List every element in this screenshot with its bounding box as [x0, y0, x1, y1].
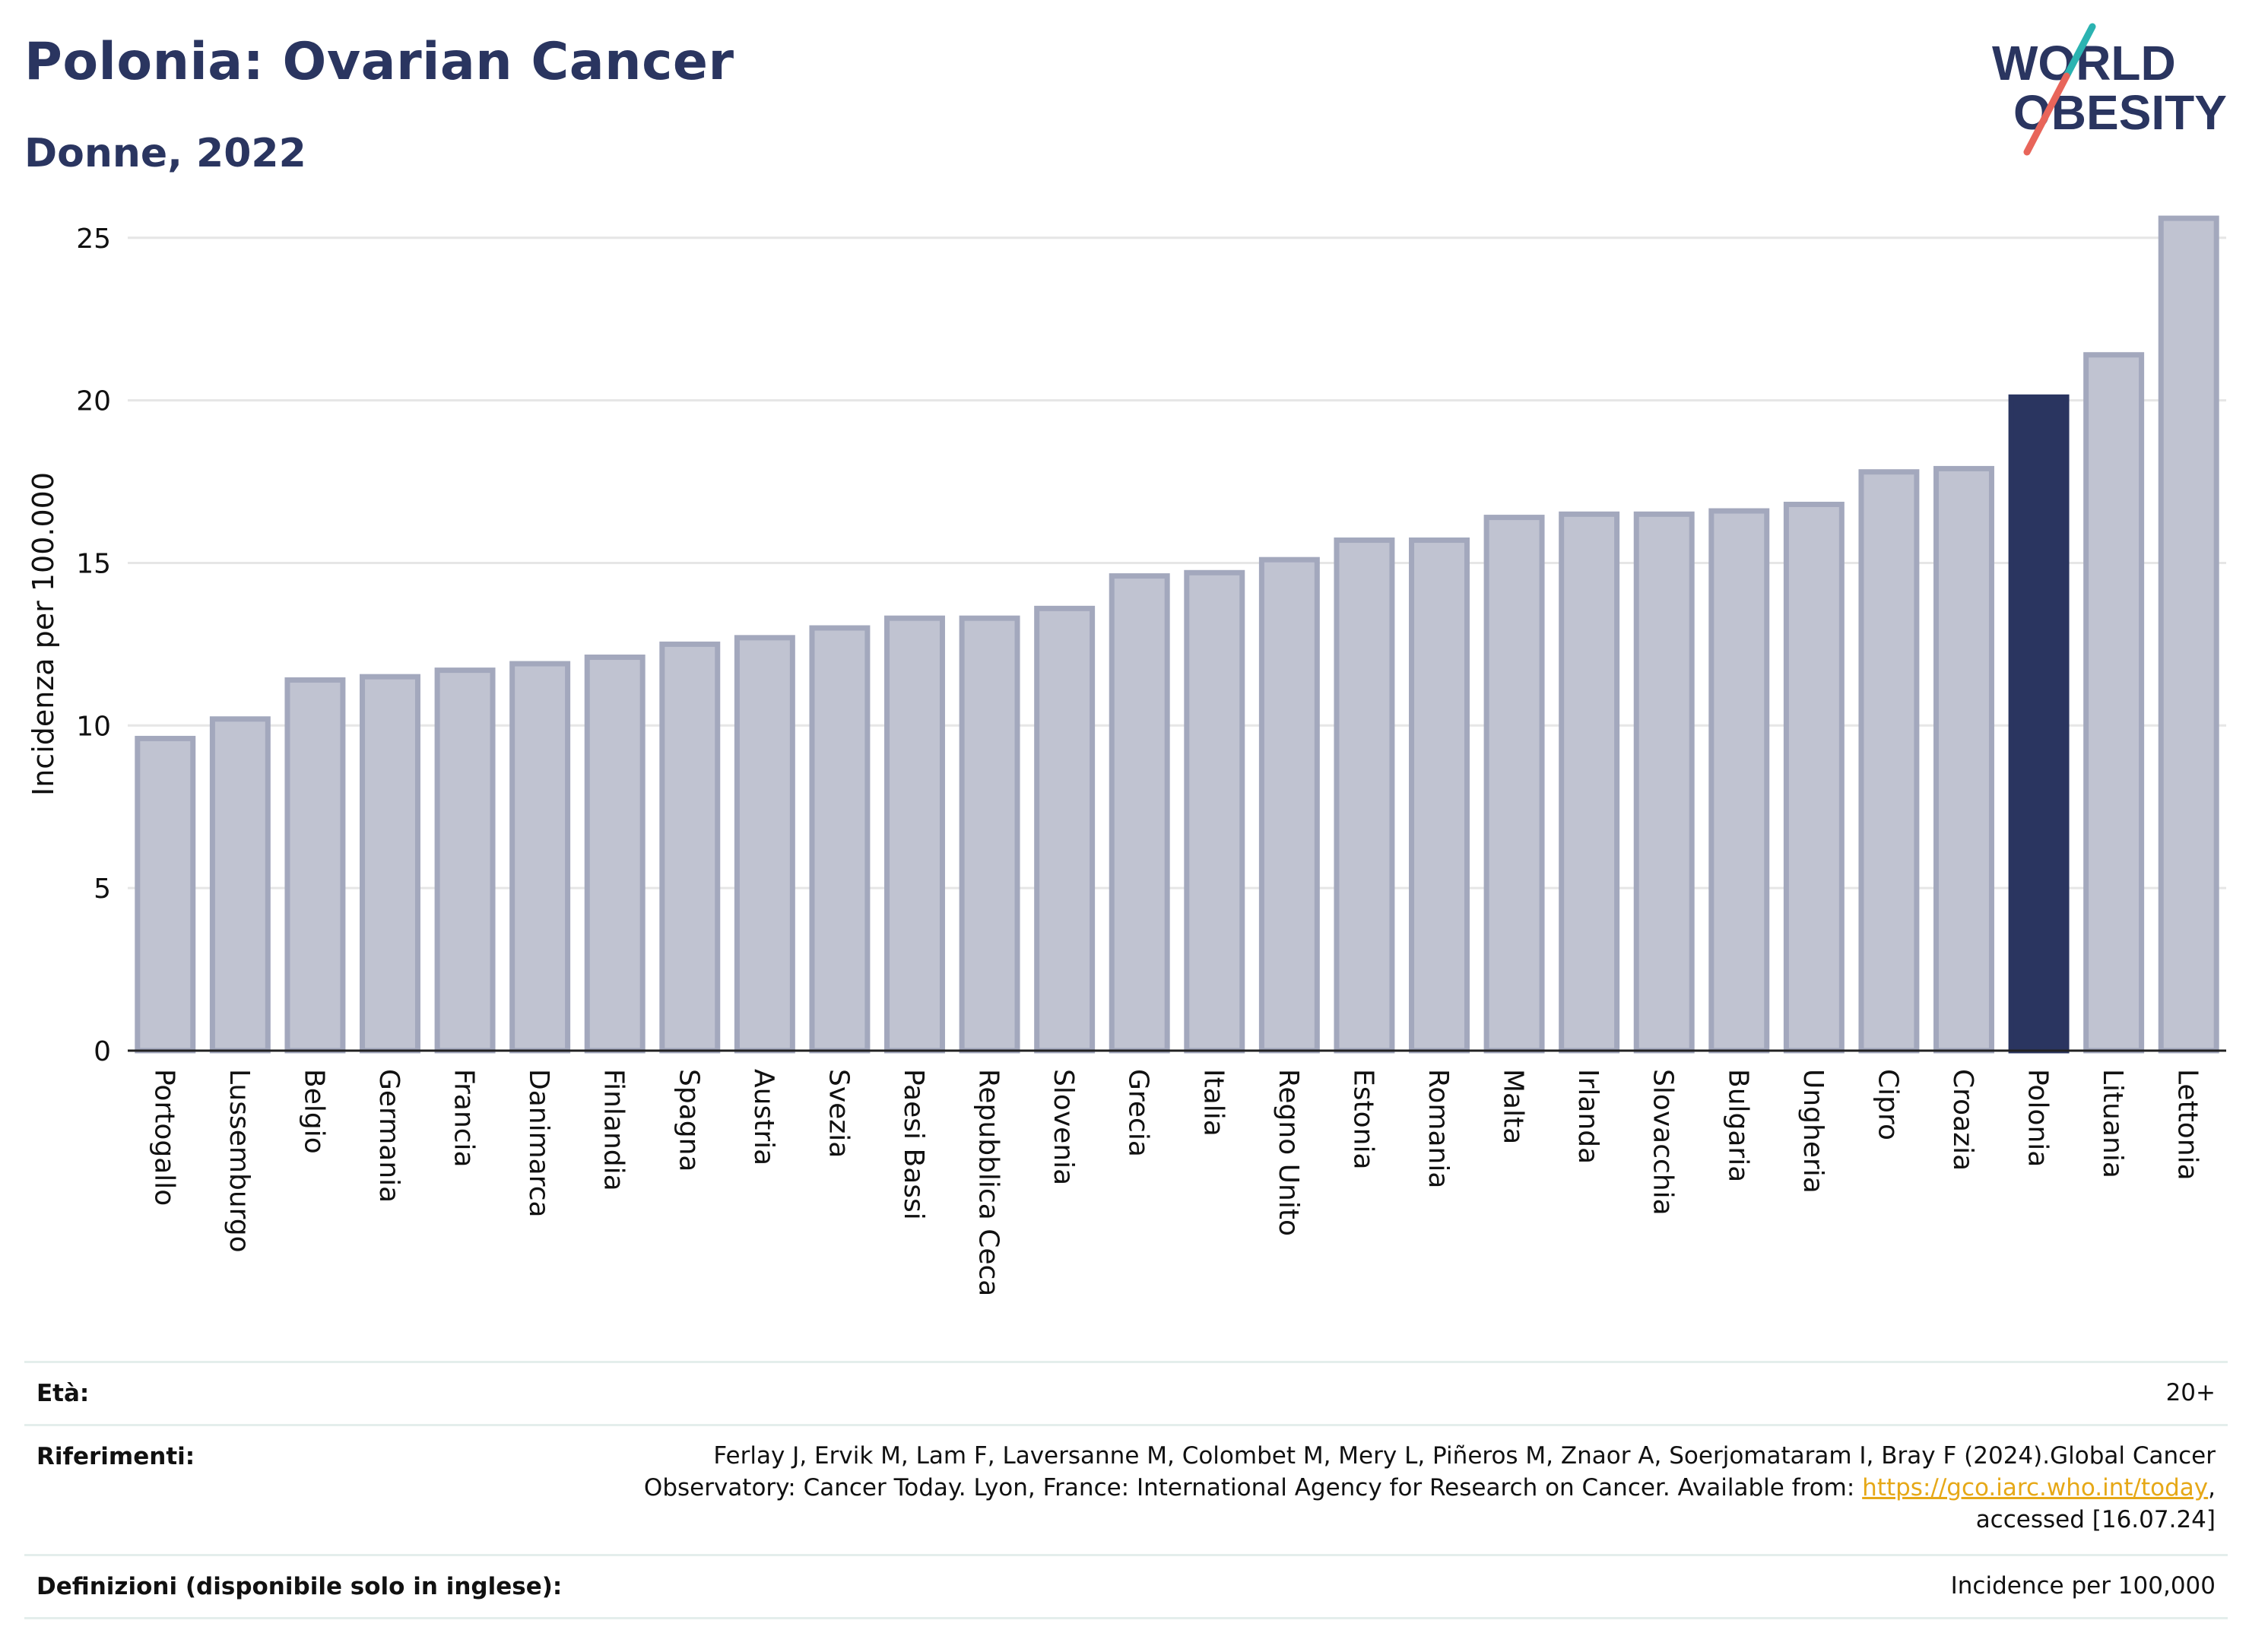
bar-chart: 0 5 10 15 20 25 Portogallo Lussemburgo Belgio Ge…: [27, 215, 2226, 1296]
definitions-value: Incidence per 100,000: [1950, 1572, 2216, 1600]
x-tick-label: Svezia: [823, 1069, 854, 1158]
bar-repubblica-ceca: [959, 615, 1020, 1054]
references-line1: Ferlay J, Ervik M, Lam F, Laversanne M, …: [713, 1442, 2216, 1470]
x-tick-label: Malta: [1498, 1069, 1529, 1144]
bar-irlanda: [1559, 511, 1620, 1054]
y-tick-label: 25: [76, 224, 111, 255]
x-tick-label: Cipro: [1872, 1069, 1903, 1140]
bar-belgio: [284, 677, 346, 1054]
bar-finlandia: [584, 654, 646, 1054]
x-tick-label: Repubblica Ceca: [973, 1069, 1004, 1296]
x-tick-label: Germania: [373, 1069, 404, 1203]
age-label: Età:: [36, 1380, 90, 1407]
x-tick-label: Austria: [748, 1069, 779, 1165]
x-tick-label: Irlanda: [1572, 1069, 1603, 1164]
x-tick-label: Polonia: [2022, 1069, 2054, 1167]
x-tick-label: Lituania: [2097, 1069, 2128, 1178]
bars: [135, 215, 2219, 1054]
definitions-label: Definizioni (disponibile solo in inglese…: [36, 1573, 563, 1600]
references-text: Ferlay J, Ervik M, Lam F, Laversanne M, …: [644, 1440, 2216, 1536]
x-tick-label: Grecia: [1123, 1069, 1154, 1157]
x-tick-label: Lussemburgo: [224, 1069, 255, 1253]
bar-malta: [1483, 515, 1545, 1054]
bar-austria: [734, 635, 795, 1054]
x-tick-label: Bulgaria: [1722, 1069, 1753, 1182]
y-tick-label: 15: [76, 548, 111, 579]
bar-danimarca: [509, 661, 571, 1054]
metadata-table: Età: 20+ Riferimenti: Ferlay J, Ervik M,…: [24, 1361, 2228, 1619]
bar-regno-unito: [1258, 556, 1320, 1054]
bar-svezia: [809, 625, 871, 1054]
y-tick-labels: 0 5 10 15 20 25: [76, 224, 111, 1067]
bar-polonia: [2008, 394, 2070, 1054]
y-tick-label: 20: [76, 386, 111, 417]
bar-ungheria: [1783, 501, 1845, 1054]
x-tick-label: Spagna: [673, 1069, 704, 1172]
x-tick-label: Romania: [1423, 1069, 1454, 1188]
logo-slash-coral: [2023, 72, 2070, 156]
x-tick-label: Finlandia: [598, 1069, 630, 1191]
x-tick-label: Paesi Bassi: [898, 1069, 929, 1220]
x-tick-label: Slovenia: [1048, 1069, 1079, 1185]
bar-estonia: [1334, 537, 1395, 1054]
references-line2-comma: ,: [2208, 1474, 2216, 1501]
bar-grecia: [1109, 573, 1170, 1054]
x-tick-label: Belgio: [298, 1069, 329, 1154]
bar-germania: [360, 674, 420, 1054]
bar-italia: [1184, 569, 1245, 1054]
meta-row-age: Età: 20+: [24, 1361, 2228, 1424]
bar-portogallo: [135, 735, 196, 1054]
bar-francia: [434, 667, 496, 1054]
logo-slash-teal: [2063, 23, 2096, 80]
x-tick-labels: Portogallo Lussemburgo Belgio Germania Franc…: [148, 1069, 2203, 1296]
page-subtitle: Donne, 2022: [24, 131, 306, 176]
x-tick-label: Italia: [1197, 1069, 1229, 1137]
meta-row-references: Riferimenti: Ferlay J, Ervik M, Lam F, L…: [24, 1424, 2228, 1554]
x-tick-label: Slovacchia: [1648, 1069, 1679, 1216]
x-tick-label: Ungheria: [1797, 1069, 1829, 1194]
bar-slovacchia: [1633, 511, 1695, 1054]
x-tick-label: Croazia: [1947, 1069, 1978, 1171]
x-tick-label: Portogallo: [148, 1069, 179, 1206]
y-axis-label: Incidenza per 100.000: [27, 472, 60, 796]
x-tick-label: Danimarca: [523, 1069, 554, 1218]
y-tick-label: 10: [76, 711, 111, 742]
x-tick-label: Regno Unito: [1273, 1069, 1304, 1236]
age-value: 20+: [2165, 1379, 2216, 1406]
bar-romania: [1409, 537, 1470, 1054]
bar-lituania: [2083, 352, 2145, 1054]
references-line3: accessed [16.07.24]: [1975, 1506, 2216, 1533]
bar-paesi-bassi: [884, 615, 945, 1054]
y-tick-label: 0: [94, 1036, 111, 1067]
meta-row-definitions: Definizioni (disponibile solo in inglese…: [24, 1554, 2228, 1619]
x-tick-label: Lettonia: [2172, 1069, 2203, 1181]
bar-slovenia: [1034, 605, 1096, 1054]
page-title: Polonia: Ovarian Cancer: [24, 32, 734, 92]
x-tick-label: Francia: [449, 1069, 480, 1168]
references-line2-text: Observatory: Cancer Today. Lyon, France:…: [643, 1474, 1863, 1501]
references-line2: Observatory: Cancer Today. Lyon, France:…: [644, 1472, 2216, 1504]
y-tick-label: 5: [94, 874, 111, 905]
world-obesity-logo: WORLD OBESITY: [1992, 23, 2227, 156]
bar-lussemburgo: [209, 716, 271, 1054]
bar-spagna: [659, 641, 721, 1054]
bar-cipro: [1858, 469, 1920, 1054]
bar-lettonia: [2158, 215, 2219, 1054]
bar-croazia: [1933, 465, 1994, 1054]
references-link[interactable]: https://gco.iarc.who.int/today: [1862, 1474, 2209, 1501]
bar-bulgaria: [1708, 508, 1770, 1054]
x-tick-label: Estonia: [1347, 1069, 1378, 1170]
references-label: Riferimenti:: [36, 1443, 195, 1470]
